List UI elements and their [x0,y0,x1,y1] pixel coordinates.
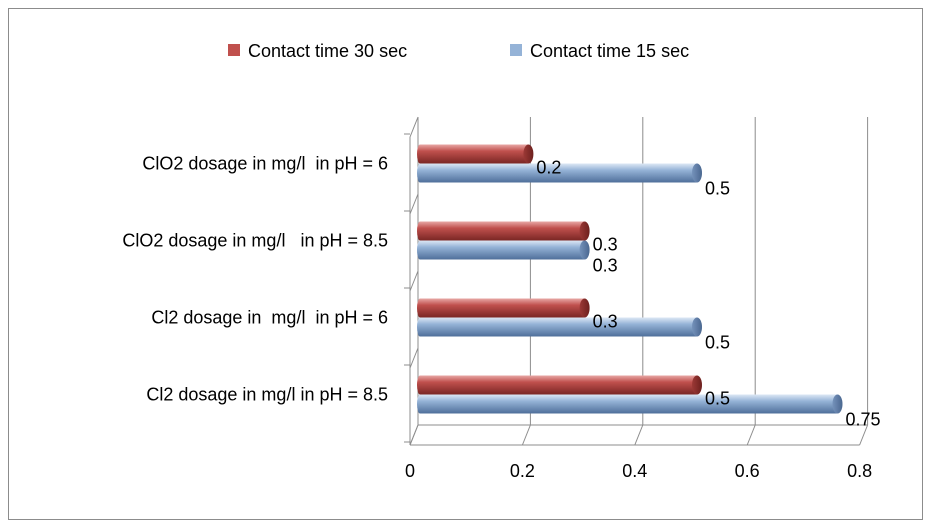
data-label: 0.5 [705,389,730,409]
floor-gridline [634,424,644,446]
bar-start-cap [417,163,423,183]
data-label: 0.5 [705,179,730,199]
data-label: 0.3 [593,256,618,276]
floor-gridline [746,424,756,446]
category-label: ClO2 dosage in mg/l in pH = 6 [142,154,388,174]
data-label: 0.3 [593,235,618,255]
bar-start-cap [417,317,423,337]
category-label: Cl2 dosage in mg/l in pH = 6 [151,308,388,328]
data-label: 0.3 [593,312,618,332]
bar-end-cap [579,221,590,241]
bar-body [420,298,585,318]
floor-gridline [859,424,869,446]
legend-label: Contact time 15 sec [530,41,689,61]
bar-body [420,317,697,337]
bar-start-cap [417,240,423,260]
bar [417,240,590,260]
bar-body [420,144,529,164]
chart-legend: Contact time 30 sec Contact time 15 sec [228,41,689,61]
legend-label: Contact time 30 sec [248,41,407,61]
x-tick-label: 0.6 [735,461,760,481]
bar-end-cap [692,163,702,183]
bar-start-cap [417,144,423,164]
legend-item: Contact time 15 sec [510,41,689,61]
bar [417,317,702,337]
chart-bars [417,144,843,414]
chart-labels: 0 0.2 0.4 0.6 0.8 0.5 0.75 Cl2 dosage in mg/l i… [122,154,880,482]
bar-body [420,240,585,260]
bar-end-cap [579,240,590,260]
data-label: 0.2 [536,158,561,178]
bar-end-cap [579,298,590,318]
bar-start-cap [417,394,423,414]
x-tick-label: 0.8 [847,461,872,481]
legend-item: Contact time 30 sec [228,41,407,61]
y-axis-depth-tick [409,193,419,215]
x-tick-label: 0.2 [510,461,535,481]
legend-swatch [510,44,522,56]
y-axis-depth-tick [409,116,419,138]
bar [417,221,590,241]
y-axis-depth-tick [409,270,419,292]
y-axis-depth-tick [409,424,419,446]
bar [417,298,590,318]
bar-body [420,163,697,183]
bar [417,163,702,183]
bar [417,375,702,395]
x-tick-label: 0 [405,461,415,481]
floor-gridline [521,424,531,446]
bar-body [420,221,585,241]
bar-body [420,375,697,395]
data-label: 0.5 [705,333,730,353]
bar-start-cap [417,375,423,395]
bar-body [420,394,838,414]
x-tick-label: 0.4 [622,461,647,481]
bar-start-cap [417,221,423,241]
bar [417,144,534,164]
bar-end-cap [692,317,702,337]
data-label: 0.75 [846,410,881,430]
chart-frame [8,8,923,520]
bar-start-cap [417,298,423,318]
bar-end-cap [832,394,843,414]
bar-end-cap [692,375,702,395]
bar [417,394,843,414]
category-label: Cl2 dosage in mg/l in pH = 8.5 [146,385,388,405]
legend-swatch [228,44,240,56]
y-axis-depth-tick [409,347,419,369]
category-label: ClO2 dosage in mg/l in pH = 8.5 [122,231,388,251]
bar-end-cap [523,144,534,164]
